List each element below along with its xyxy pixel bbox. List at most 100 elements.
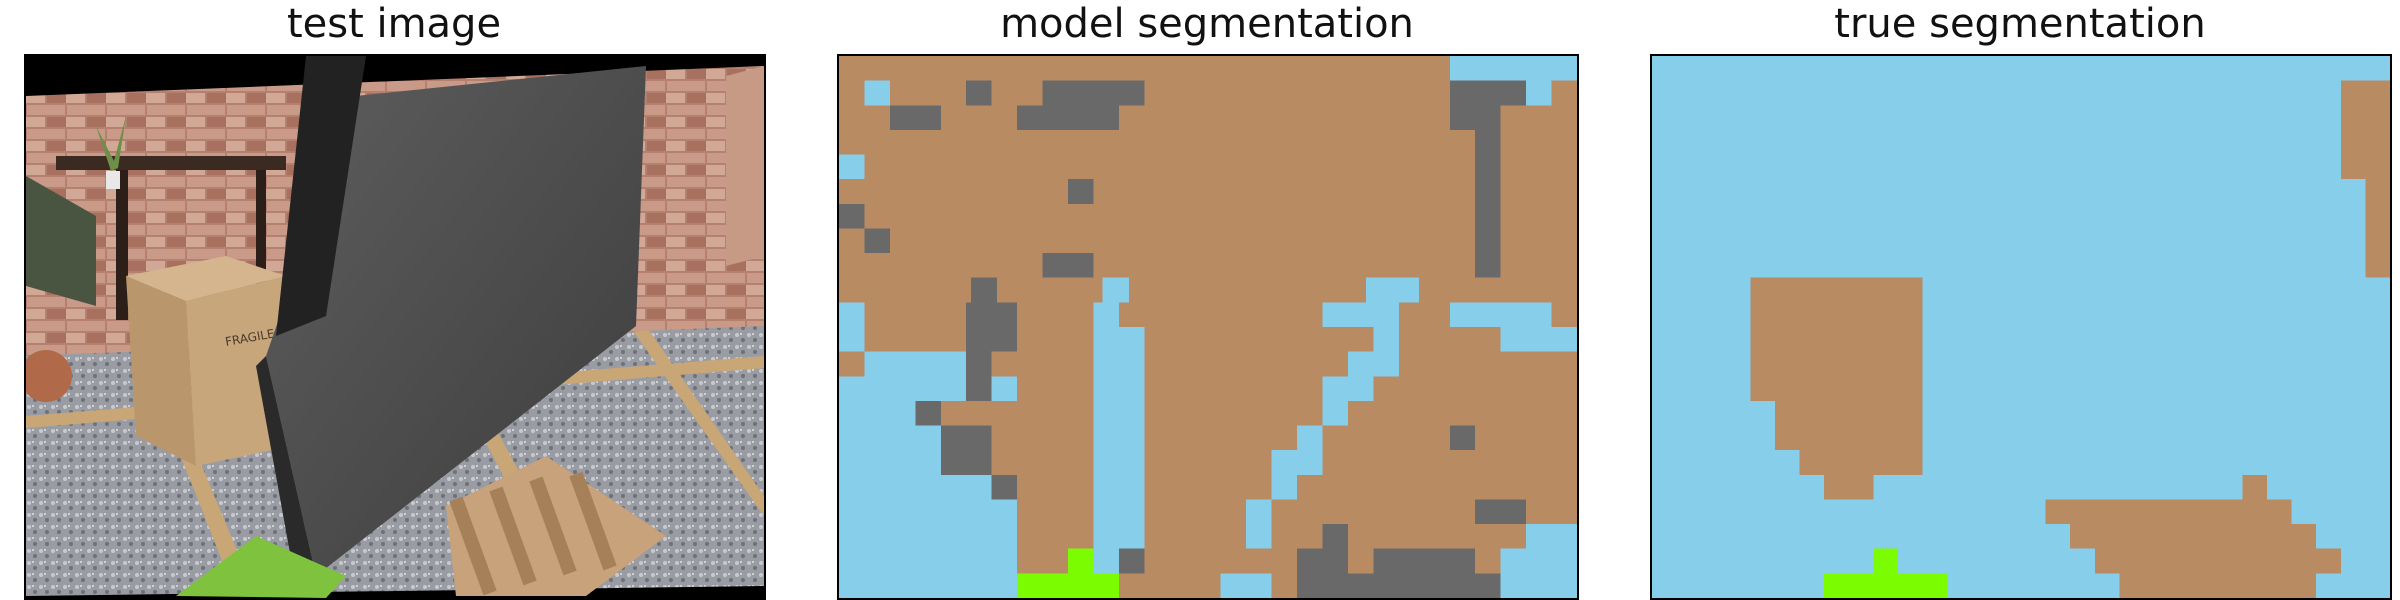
- model-segmentation-cell: [839, 524, 865, 550]
- model-segmentation-cell: [1068, 573, 1094, 598]
- true-segmentation-cell: [2119, 351, 2145, 377]
- model-segmentation-cell: [1322, 129, 1349, 156]
- true-segmentation-cell: [2291, 302, 2317, 328]
- true-segmentation-cell: [1898, 253, 1924, 279]
- true-segmentation-cell: [1922, 425, 1948, 451]
- model-segmentation-cell: [1017, 203, 1044, 229]
- true-segmentation-cell: [1848, 302, 1874, 328]
- model-segmentation-cell: [940, 179, 967, 205]
- true-segmentation-cell: [2144, 179, 2170, 205]
- model-segmentation-cell: [1068, 80, 1094, 106]
- true-segmentation-cell: [2094, 450, 2120, 476]
- model-segmentation-cell: [1017, 154, 1044, 180]
- model-segmentation-cell: [1347, 499, 1374, 525]
- model-segmentation-cell: [944, 277, 972, 303]
- model-segmentation-cell: [1551, 450, 1577, 476]
- model-segmentation-cell: [1144, 253, 1171, 279]
- model-segmentation-cell: [1526, 499, 1553, 525]
- model-segmentation-cell: [1195, 203, 1222, 229]
- model-segmentation-cell: [1322, 499, 1349, 525]
- model-segmentation-cell: [1169, 474, 1196, 500]
- true-segmentation-cell: [2242, 499, 2268, 525]
- model-segmentation-cell: [1373, 400, 1400, 427]
- true-segmentation-cell: [2316, 499, 2342, 525]
- true-segmentation-cell: [1750, 302, 1776, 328]
- true-segmentation-cell: [1848, 351, 1874, 377]
- true-segmentation-cell: [2193, 425, 2219, 451]
- model-segmentation-cell: [1449, 327, 1476, 353]
- model-segmentation-cell: [1424, 499, 1451, 525]
- true-segmentation-cell: [2094, 56, 2120, 82]
- model-segmentation-cell: [1246, 499, 1273, 525]
- true-segmentation-cell: [2045, 376, 2071, 402]
- true-segmentation-cell: [2267, 524, 2293, 550]
- true-segmentation-cell: [2193, 302, 2219, 328]
- true-segmentation-cell: [1873, 203, 1899, 229]
- model-segmentation-cell: [915, 203, 942, 229]
- model-segmentation-cell: [839, 56, 865, 82]
- model-segmentation-cell: [1297, 327, 1324, 353]
- model-segmentation-cell: [1449, 450, 1476, 476]
- model-segmentation-cell: [1246, 327, 1273, 353]
- true-segmentation-cell: [2193, 474, 2219, 500]
- true-segmentation-cell: [2021, 327, 2047, 353]
- model-segmentation-cell: [1195, 573, 1222, 598]
- true-segmentation-cell: [2316, 56, 2342, 82]
- model-segmentation-cell: [1373, 425, 1400, 451]
- true-segmentation-cell: [2168, 548, 2194, 574]
- true-segmentation-cell: [2094, 154, 2120, 180]
- true-segmentation-cell: [2094, 524, 2120, 550]
- model-segmentation-cell: [915, 327, 942, 353]
- model-segmentation-cell: [966, 573, 993, 598]
- true-segmentation-cell: [1996, 450, 2022, 476]
- model-segmentation-cell: [1500, 400, 1527, 427]
- true-segmentation-cell: [2340, 425, 2366, 451]
- true-segmentation-cell: [1775, 351, 1801, 377]
- true-segmentation-cell: [1725, 277, 1751, 303]
- model-segmentation-cell: [1347, 105, 1374, 131]
- model-segmentation-cell: [1144, 154, 1171, 180]
- true-segmentation-cell: [1725, 179, 1751, 205]
- model-segmentation-cell: [1271, 56, 1298, 82]
- true-segmentation-cell: [1848, 179, 1874, 205]
- model-segmentation-cell: [839, 450, 865, 476]
- true-segmentation-cell: [1898, 203, 1924, 229]
- model-segmentation-cell: [1118, 179, 1145, 205]
- true-segmentation-cell: [2242, 228, 2268, 254]
- true-segmentation-cell: [1652, 179, 1678, 205]
- model-segmentation-cell: [1526, 203, 1553, 229]
- true-segmentation-cell: [2340, 400, 2366, 427]
- model-segmentation-cell: [991, 253, 1018, 279]
- true-segmentation-cell: [1799, 253, 1825, 279]
- model-segmentation-cell: [1169, 129, 1196, 156]
- true-segmentation-cell: [1971, 327, 1997, 353]
- model-segmentation-cell: [915, 376, 942, 402]
- true-segmentation-cell: [2365, 105, 2390, 131]
- true-segmentation-cell: [2365, 129, 2390, 156]
- true-segmentation-cell: [2340, 129, 2366, 156]
- model-segmentation-cell: [889, 80, 916, 106]
- true-segmentation-cell: [2193, 450, 2219, 476]
- model-segmentation-cell: [1220, 524, 1247, 550]
- model-segmentation-cell: [1195, 327, 1222, 353]
- true-segmentation-cell: [1775, 129, 1801, 156]
- model-segmentation-cell: [1500, 105, 1527, 131]
- true-segmentation-cell: [1824, 351, 1850, 377]
- model-segmentation-cell: [1195, 450, 1222, 476]
- model-segmentation-cell: [1093, 203, 1120, 229]
- model-segmentation-cell: [1551, 203, 1577, 229]
- true-segmentation-cell: [2217, 573, 2243, 598]
- true-segmentation-cell: [2193, 228, 2219, 254]
- true-segmentation-cell: [2193, 376, 2219, 402]
- true-segmentation-cell: [2267, 573, 2293, 598]
- model-segmentation-cell: [1144, 228, 1171, 254]
- true-segmentation-cell: [2217, 376, 2243, 402]
- model-segmentation-cell: [1297, 450, 1324, 476]
- true-segmentation-cell: [1652, 351, 1678, 377]
- true-segmentation-cell: [1922, 524, 1948, 550]
- model-segmentation-cell: [1500, 179, 1527, 205]
- model-segmentation-cell: [966, 80, 993, 106]
- true-segmentation-cell: [1652, 474, 1678, 500]
- true-segmentation-cell: [2119, 302, 2145, 328]
- true-segmentation-cell: [1971, 277, 1997, 303]
